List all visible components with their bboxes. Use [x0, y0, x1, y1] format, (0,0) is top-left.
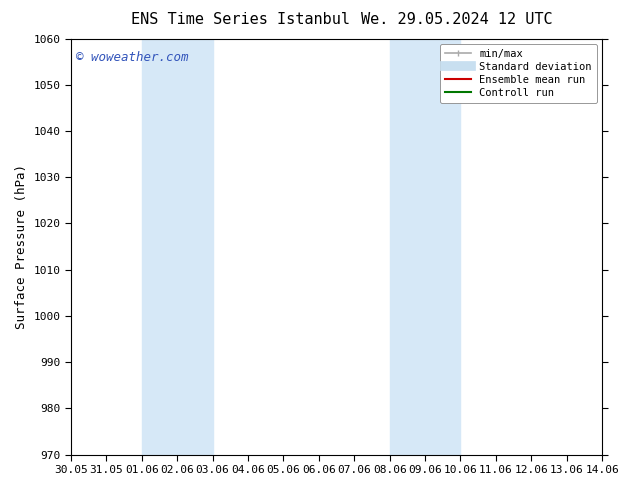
- Text: ENS Time Series Istanbul: ENS Time Series Istanbul: [131, 12, 351, 27]
- Text: We. 29.05.2024 12 UTC: We. 29.05.2024 12 UTC: [361, 12, 552, 27]
- Legend: min/max, Standard deviation, Ensemble mean run, Controll run: min/max, Standard deviation, Ensemble me…: [439, 44, 597, 103]
- Text: © woweather.com: © woweather.com: [76, 51, 189, 64]
- Bar: [390, 39, 460, 455]
- Y-axis label: Surface Pressure (hPa): Surface Pressure (hPa): [15, 164, 28, 329]
- Bar: [142, 39, 212, 455]
